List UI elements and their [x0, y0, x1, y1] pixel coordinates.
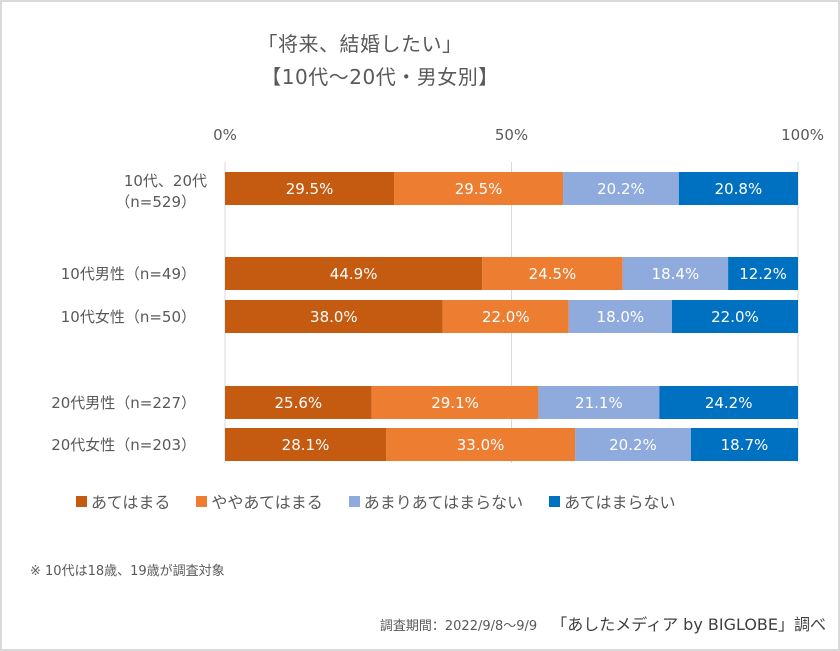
data-label: 29.1% [431, 394, 479, 412]
legend-item: あてはまらない [549, 489, 676, 513]
x-tick-label: 0% [213, 126, 237, 144]
bar-segment [678, 172, 798, 205]
bar-segment [622, 257, 729, 290]
data-label: 33.0% [457, 436, 505, 454]
category-label: （n=529） [115, 193, 196, 211]
data-label: 25.6% [275, 394, 323, 412]
bar-segment [225, 386, 372, 419]
data-label: 18.0% [597, 308, 645, 326]
bar-segment [225, 428, 387, 461]
category-label: 10代男性（n=49） [61, 265, 196, 283]
bar-segment [575, 428, 691, 461]
chart-title-line2: 【10代～20代・男女別】 [261, 65, 499, 89]
bar-segment [386, 428, 576, 461]
bar-segment [225, 257, 483, 290]
category-label: 10代、20代 [124, 172, 207, 190]
data-label: 22.0% [711, 308, 759, 326]
data-label: 29.5% [286, 180, 334, 198]
bar-segment [563, 172, 679, 205]
x-tick-label: 50% [495, 126, 528, 144]
bar-segment [690, 428, 798, 461]
bar-segment [225, 172, 395, 205]
category-label: 20代女性（n=203） [51, 436, 196, 454]
data-label: 38.0% [310, 308, 358, 326]
data-label: 24.5% [529, 265, 577, 283]
bar-segment [568, 300, 672, 333]
legend-swatch [549, 495, 561, 507]
category-label: 20代男性（n=227） [51, 394, 196, 412]
legend-label: あてはまる [91, 493, 171, 512]
bar-segment [442, 300, 569, 333]
bar-segment [225, 300, 443, 333]
legend-swatch [196, 495, 208, 507]
source-line: 調査期間：2022/9/8～9/9 「あしたメディア by BIGLOBE」調べ [380, 611, 826, 635]
chart-title-line1: 「将来、結婚したい」 [257, 32, 463, 56]
legend-item: あまりあてはまらない [348, 489, 524, 513]
data-label: 18.4% [652, 265, 700, 283]
x-tick-label: 100% [781, 126, 824, 144]
legend-swatch [76, 495, 87, 507]
data-label: 12.2% [739, 265, 787, 283]
footnote: ※ 10代は18歳、19歳が調査対象 [30, 564, 225, 579]
data-label: 44.9% [330, 265, 378, 283]
data-label: 20.2% [597, 180, 645, 198]
data-label: 29.5% [455, 180, 503, 198]
data-label: 21.1% [575, 394, 623, 412]
survey-period: 調査期間：2022/9/8～9/9 [379, 619, 538, 634]
data-label: 28.1% [282, 436, 330, 454]
data-label: 24.2% [705, 394, 753, 412]
legend: あてはまる ややあてはまる あまりあてはまらない あてはまらない [76, 489, 702, 513]
source-credit: 「あしたメディア by BIGLOBE」調べ [551, 615, 826, 634]
legend-label: あまりあてはまらない [363, 493, 524, 512]
bar-segment [659, 386, 798, 419]
data-label: 20.2% [609, 436, 657, 454]
data-label: 20.8% [715, 180, 763, 198]
legend-item: あてはまる [76, 489, 170, 513]
bar-segment [394, 172, 564, 205]
legend-item: ややあてはまる [196, 489, 323, 513]
data-label: 18.7% [721, 436, 769, 454]
legend-label: あてはまらない [564, 493, 676, 512]
bar-segment [371, 386, 539, 419]
bar-segment [671, 300, 798, 333]
bar-segment [728, 257, 798, 290]
category-label: 10代女性（n=50） [61, 308, 196, 326]
bar-segment [482, 257, 623, 290]
legend-swatch [348, 495, 360, 507]
bar-segment [538, 386, 660, 419]
legend-label: ややあてはまる [211, 493, 323, 512]
data-label: 22.0% [482, 308, 530, 326]
